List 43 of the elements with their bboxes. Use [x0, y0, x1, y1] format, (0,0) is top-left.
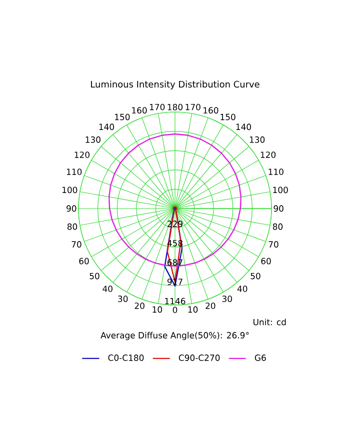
- spoke-label: 120: [260, 152, 276, 158]
- legend-label: C0-C180: [108, 354, 144, 361]
- spoke-label: 40: [102, 286, 112, 292]
- spoke-label: 30: [222, 296, 232, 302]
- spoke-label: 160: [204, 107, 218, 114]
- spoke-label: 50: [250, 272, 260, 280]
- spoke-label: 160: [132, 107, 147, 114]
- spoke-label: 50: [90, 272, 100, 280]
- spoke-label: 140: [99, 124, 114, 130]
- spoke-label: 20: [206, 302, 216, 309]
- spoke-label: 70: [72, 241, 82, 248]
- text: Average Diffuse Angle(50%): 26.9°: [100, 332, 249, 340]
- spoke-label: 40: [237, 286, 248, 292]
- spoke-label: 80: [67, 223, 78, 230]
- spoke-label: 90: [66, 205, 76, 212]
- spoke-label: 60: [261, 258, 271, 264]
- y-tick-label: 1146: [165, 298, 186, 304]
- legend-label: C90-C270: [178, 354, 220, 361]
- chart-title: Luminous Intensity Distribution Curve: [91, 80, 260, 90]
- spoke-label: 90: [274, 205, 284, 212]
- spoke-label: 30: [118, 296, 128, 302]
- spoke-label: 20: [134, 302, 144, 309]
- legend-label: G6: [254, 354, 266, 361]
- spoke-label: 110: [66, 168, 82, 175]
- spoke-label: 130: [250, 136, 265, 143]
- spoke-label: 10: [188, 306, 198, 313]
- spoke-label: 110: [268, 168, 284, 175]
- spoke-label: 100: [62, 186, 78, 194]
- spoke-label: 120: [74, 152, 90, 158]
- spoke-label: 60: [79, 258, 89, 264]
- text: Unit: cd: [254, 318, 286, 326]
- spoke-label: 10: [152, 306, 162, 313]
- spoke-label: 150: [220, 114, 236, 120]
- spoke-label: 0: [172, 306, 178, 314]
- spoke-label: 170: [186, 104, 200, 110]
- spoke-label: 180: [168, 104, 183, 110]
- spoke-label: 80: [272, 223, 283, 230]
- spoke-label: 130: [86, 136, 100, 143]
- spoke-label: 150: [115, 114, 130, 120]
- spoke-label: 100: [273, 186, 288, 194]
- spoke-label: 170: [150, 104, 165, 110]
- spoke-label: 70: [268, 241, 278, 248]
- spoke-label: 140: [236, 124, 252, 130]
